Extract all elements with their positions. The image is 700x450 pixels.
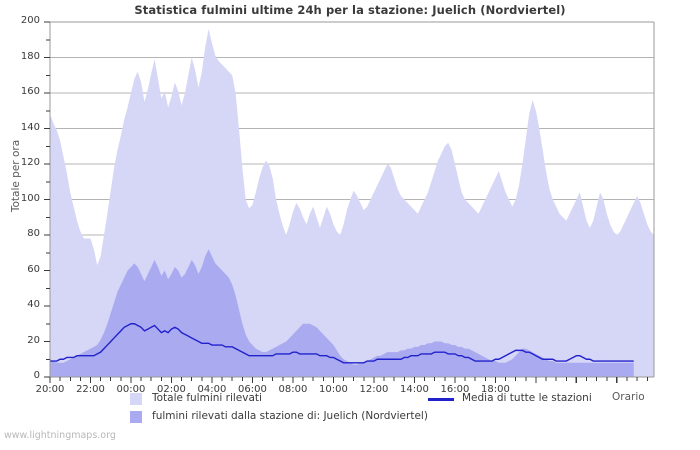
y-tick-label: 40 (27, 299, 40, 310)
y-tick-label: 0 (33, 370, 40, 381)
y-tick-label: 120 (20, 157, 40, 168)
y-tick-label: 180 (20, 50, 40, 62)
x-tick-label: 08:00 (278, 384, 308, 395)
y-tick-label: 60 (27, 263, 40, 275)
y-tick-label: 80 (27, 228, 40, 239)
watermark: www.lightningmaps.org (4, 430, 116, 441)
legend-swatch-total (130, 393, 142, 405)
x-tick-label: 10:00 (319, 384, 348, 395)
y-tick-label: 100 (20, 192, 40, 204)
line-average-all-stations (50, 323, 634, 364)
legend-line-average (428, 398, 454, 401)
area-station-lightning (50, 249, 634, 377)
legend-label-total: Totale fulmini rilevati (152, 392, 262, 404)
legend-label-station: fulmini rilevati dalla stazione di: Juel… (152, 410, 428, 422)
legend-swatch-station (130, 411, 142, 423)
y-tick-label: 200 (20, 15, 40, 26)
x-tick-label: 18:00 (480, 384, 510, 395)
y-tick-label: 160 (20, 86, 40, 97)
x-axis-label: Orario (612, 391, 645, 403)
x-tick-label: 16:00 (440, 384, 470, 395)
x-tick-label: 06:00 (238, 384, 267, 395)
x-tick-label: 04:00 (197, 384, 227, 395)
chart-title: Statistica fulmini ultime 24h per la sta… (134, 3, 566, 17)
x-tick-label: 02:00 (157, 384, 186, 395)
x-tick-label: 14:00 (400, 384, 429, 395)
x-tick-label: 20:00 (35, 384, 65, 395)
x-tick-label: 00:00 (116, 384, 146, 395)
legend-label-average: Media di tutte le stazioni (462, 392, 592, 404)
y-tick-label: 20 (27, 334, 40, 346)
x-tick-label: 22:00 (76, 384, 105, 395)
x-tick-label: 12:00 (359, 384, 389, 395)
y-tick-label: 140 (20, 121, 40, 133)
